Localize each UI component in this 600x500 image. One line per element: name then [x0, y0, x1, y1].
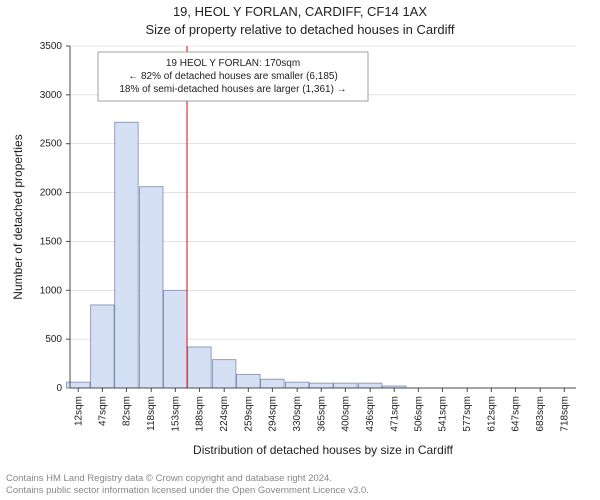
svg-text:2000: 2000	[40, 188, 63, 199]
svg-text:1500: 1500	[40, 236, 63, 247]
svg-text:Number of detached properties: Number of detached properties	[11, 134, 25, 299]
svg-text:718sqm: 718sqm	[559, 396, 570, 432]
svg-text:19 HEOL Y FORLAN: 170sqm: 19 HEOL Y FORLAN: 170sqm	[166, 58, 300, 69]
svg-text:188sqm: 188sqm	[194, 396, 205, 432]
svg-text:541sqm: 541sqm	[437, 396, 448, 432]
svg-text:153sqm: 153sqm	[170, 396, 181, 432]
footer-copyright-2: Contains public sector information licen…	[6, 485, 369, 496]
svg-text:118sqm: 118sqm	[146, 396, 157, 431]
svg-text:224sqm: 224sqm	[219, 396, 230, 432]
svg-text:259sqm: 259sqm	[243, 396, 254, 432]
svg-text:683sqm: 683sqm	[535, 396, 546, 432]
svg-text:18% of semi-detached houses ar: 18% of semi-detached houses are larger (…	[119, 84, 346, 95]
svg-text:Size of property relative to d: Size of property relative to detached ho…	[145, 22, 454, 37]
svg-text:← 82% of detached houses are s: ← 82% of detached houses are smaller (6,…	[128, 71, 338, 82]
histogram-chart: 19, HEOL Y FORLAN, CARDIFF, CF14 1AX Size…	[0, 0, 600, 468]
svg-text:577sqm: 577sqm	[462, 396, 473, 432]
svg-text:2500: 2500	[40, 139, 63, 150]
svg-text:330sqm: 330sqm	[292, 396, 303, 432]
svg-text:3500: 3500	[40, 41, 63, 52]
footer-copyright-1: Contains HM Land Registry data © Crown c…	[6, 473, 332, 484]
svg-text:365sqm: 365sqm	[316, 396, 327, 432]
svg-text:294sqm: 294sqm	[267, 396, 278, 432]
svg-text:82sqm: 82sqm	[121, 396, 132, 426]
svg-text:12sqm: 12sqm	[73, 396, 84, 426]
svg-text:471sqm: 471sqm	[389, 396, 400, 432]
svg-text:612sqm: 612sqm	[486, 396, 497, 432]
svg-text:436sqm: 436sqm	[365, 396, 376, 432]
svg-text:47sqm: 47sqm	[97, 396, 108, 426]
svg-text:500: 500	[45, 334, 62, 345]
svg-text:506sqm: 506sqm	[413, 396, 424, 432]
svg-text:Distribution of detached house: Distribution of detached houses by size …	[193, 443, 454, 457]
svg-text:400sqm: 400sqm	[340, 396, 351, 432]
svg-text:647sqm: 647sqm	[510, 396, 521, 432]
svg-text:3000: 3000	[40, 90, 63, 101]
svg-text:19, HEOL Y FORLAN, CARDIFF, CF: 19, HEOL Y FORLAN, CARDIFF, CF14 1AX	[173, 4, 427, 19]
svg-text:0: 0	[56, 383, 62, 394]
svg-text:1000: 1000	[40, 285, 63, 296]
